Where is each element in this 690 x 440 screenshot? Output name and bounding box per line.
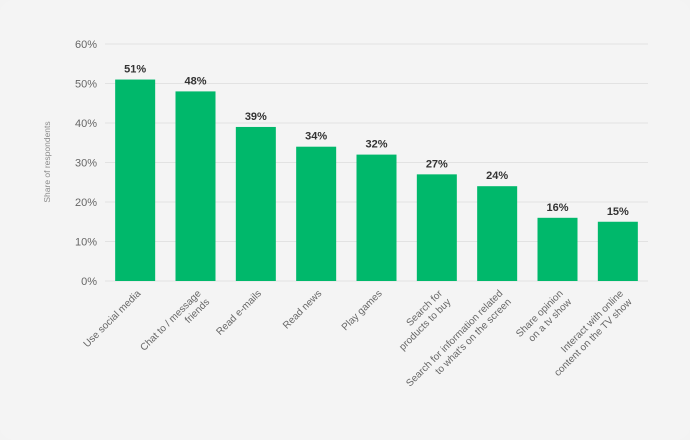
x-category-label: Use social media — [82, 288, 144, 350]
y-tick-label: 60% — [75, 39, 97, 51]
bar — [175, 91, 216, 282]
bar-value-label: 24% — [486, 170, 508, 182]
bar — [296, 146, 337, 281]
x-category-label-line: Read news — [281, 288, 324, 331]
bar — [235, 126, 276, 281]
x-category-label-line: Read e-mails — [215, 288, 264, 337]
x-category-label-line: Use social media — [82, 288, 144, 350]
bar — [477, 186, 518, 281]
bars — [115, 79, 638, 282]
bar-value-label: 27% — [426, 158, 448, 170]
bar-value-label: 34% — [305, 131, 327, 143]
y-axis-label: Share of respondents — [42, 121, 52, 202]
y-tick-label: 20% — [75, 197, 97, 209]
x-category-label: Read news — [281, 288, 324, 331]
y-tick-label: 30% — [75, 158, 97, 170]
bar — [537, 217, 578, 281]
bar-value-label: 16% — [546, 202, 568, 214]
bar-value-labels: 51% 48% 39% 34% 32% 27% 24% 16% 15% — [124, 64, 629, 218]
y-tick-label: 0% — [81, 276, 97, 288]
y-axis-ticks: 0% 10% 20% 30% 40% 50% 60% — [75, 39, 97, 288]
y-tick-label: 50% — [75, 79, 97, 91]
bar-value-label: 48% — [184, 75, 206, 87]
bar — [115, 79, 156, 281]
bar-value-label: 51% — [124, 64, 146, 76]
bar — [356, 154, 397, 281]
bar-value-label: 15% — [607, 206, 629, 218]
x-category-label-line: Search for information related — [404, 288, 505, 389]
x-category-label-line: Play games — [340, 288, 385, 333]
x-category-label: Read e-mails — [215, 288, 264, 337]
bar-value-label: 32% — [365, 139, 387, 151]
y-tick-label: 10% — [75, 237, 97, 249]
x-category-label: Play games — [340, 288, 385, 333]
y-tick-label: 40% — [75, 118, 97, 130]
bar — [597, 221, 638, 281]
bar-value-label: 39% — [245, 111, 267, 123]
bar — [416, 174, 457, 281]
